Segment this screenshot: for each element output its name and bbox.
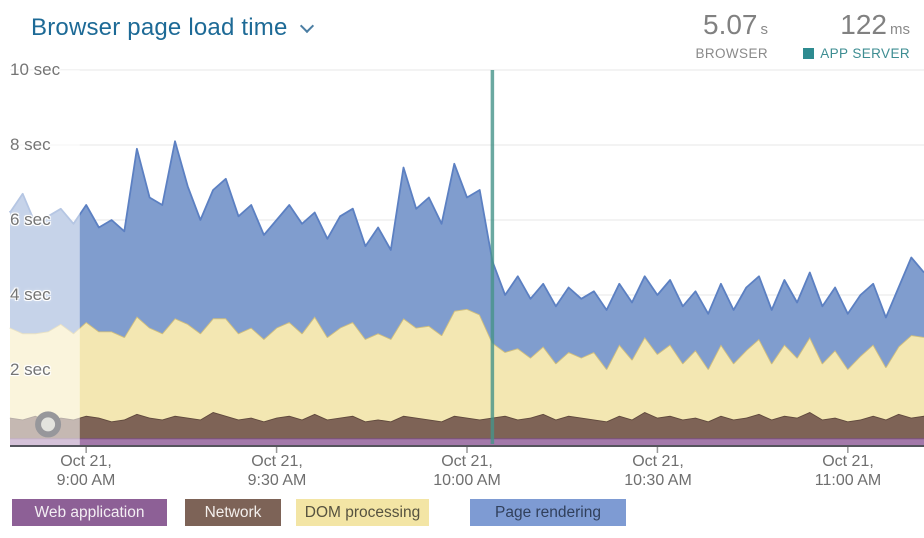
faded-history-overlay bbox=[10, 70, 80, 445]
area-page-rendering bbox=[10, 141, 924, 369]
area-web-application bbox=[10, 438, 924, 445]
area-dom-processing bbox=[10, 308, 924, 422]
y-axis-label: 10 sec bbox=[10, 60, 61, 79]
browser-metric-label: BROWSER bbox=[695, 46, 768, 61]
app-server-metric-unit: ms bbox=[890, 21, 910, 38]
legend-item-dom-processing[interactable]: DOM processing bbox=[296, 499, 429, 526]
browser-metric-value: 5.07 s bbox=[703, 9, 769, 40]
x-axis-label: Oct 21, 9:30 AM bbox=[247, 453, 307, 489]
edge-page-rendering bbox=[9, 140, 924, 319]
y-axis-label: 4 sec bbox=[10, 285, 51, 304]
y-axis-label: 2 sec bbox=[10, 360, 51, 379]
app-server-swatch-icon bbox=[803, 48, 815, 59]
x-axis-label: Oct 21, 10:30 AM bbox=[624, 453, 692, 489]
x-axis-label: Oct 21, 11:00 AM bbox=[814, 453, 882, 489]
page-title: Browser page load time bbox=[31, 14, 288, 41]
y-axis-label: 8 sec bbox=[10, 135, 51, 154]
browser-metric[interactable]: 5.07 s BROWSER bbox=[695, 9, 769, 62]
chevron-down-icon bbox=[299, 18, 314, 33]
legend-item-network[interactable]: Network bbox=[185, 499, 281, 526]
x-axis-label: Oct 21, 10:00 AM bbox=[433, 453, 501, 489]
legend-item-page-rendering[interactable]: Page rendering bbox=[470, 499, 626, 526]
area-network bbox=[10, 412, 924, 439]
chart-title-dropdown[interactable]: Browser page load time bbox=[31, 14, 314, 42]
y-axis-label: 6 sec bbox=[10, 210, 51, 229]
x-axis-label: Oct 21, 9:00 AM bbox=[56, 453, 116, 489]
app-server-metric-value: 122 ms bbox=[840, 9, 910, 40]
app-server-metric-label: APP SERVER bbox=[803, 46, 910, 61]
legend-item-web-application[interactable]: Web application bbox=[12, 499, 167, 526]
app-server-metric[interactable]: 122 ms APP SERVER bbox=[803, 10, 910, 61]
window-start-marker[interactable] bbox=[35, 411, 62, 438]
browser-metric-unit: s bbox=[760, 21, 769, 38]
